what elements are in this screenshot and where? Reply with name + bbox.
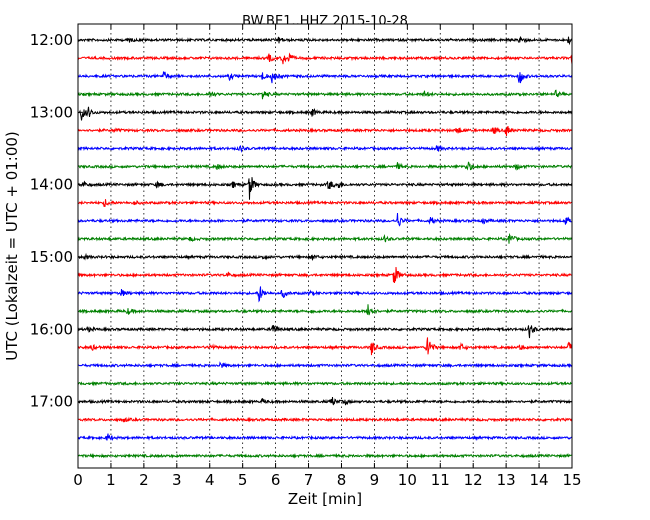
x-tick-label: 3 [172, 471, 182, 489]
trace-line [77, 452, 573, 459]
trace-line [77, 286, 573, 303]
trace-line [77, 304, 573, 316]
x-tick-label: 15 [562, 471, 581, 489]
trace-line [77, 396, 573, 406]
y-axis-label: UTC (Lokalzeit = UTC + 01:00) [3, 131, 21, 361]
x-axis-ticks: 0 1 2 3 4 5 6 7 8 9 10 11 12 13 14 15 [73, 24, 582, 489]
x-tick-label: 11 [431, 471, 450, 489]
x-tick-label: 5 [238, 471, 248, 489]
trace-line [77, 36, 573, 46]
trace-line [77, 252, 573, 261]
grid [110, 24, 540, 468]
trace-line [77, 177, 573, 200]
trace-line [77, 416, 573, 423]
trace-line [77, 361, 573, 369]
trace-line [77, 232, 573, 244]
traces [77, 36, 573, 459]
trace-line [77, 144, 573, 154]
x-tick-label: 14 [530, 471, 549, 489]
trace-line [77, 126, 573, 136]
x-tick-label: 6 [271, 471, 281, 489]
x-tick-label: 9 [370, 471, 380, 489]
trace-line [77, 106, 573, 121]
y-tick-label: 15:00 [30, 248, 73, 266]
y-axis-ticks: 12:00 13:00 14:00 15:00 16:00 17:00 [30, 31, 572, 411]
y-tick-label: 16:00 [30, 320, 73, 338]
trace-line [77, 325, 573, 339]
plot-area [78, 24, 572, 468]
trace-line [77, 89, 573, 100]
trace-line [77, 380, 573, 387]
x-tick-label: 4 [205, 471, 215, 489]
x-tick-label: 1 [106, 471, 116, 489]
trace-line [77, 337, 573, 356]
x-tick-label: 0 [73, 471, 83, 489]
y-tick-label: 17:00 [30, 393, 73, 411]
trace-line [77, 212, 573, 227]
x-tick-label: 7 [304, 471, 314, 489]
trace-line [77, 266, 573, 283]
x-tick-label: 10 [398, 471, 417, 489]
x-tick-label: 2 [139, 471, 149, 489]
x-tick-label: 8 [337, 471, 347, 489]
y-tick-label: 14:00 [30, 176, 73, 194]
trace-line [77, 52, 573, 65]
y-tick-label: 12:00 [30, 31, 73, 49]
y-tick-label: 13:00 [30, 103, 73, 121]
x-tick-label: 12 [464, 471, 483, 489]
plot-border [77, 23, 573, 469]
x-tick-label: 13 [497, 471, 516, 489]
trace-line [77, 71, 573, 84]
trace-line [77, 161, 573, 171]
x-axis-label: Zeit [min] [288, 490, 362, 508]
trace-line [77, 433, 573, 441]
trace-line [77, 199, 573, 207]
